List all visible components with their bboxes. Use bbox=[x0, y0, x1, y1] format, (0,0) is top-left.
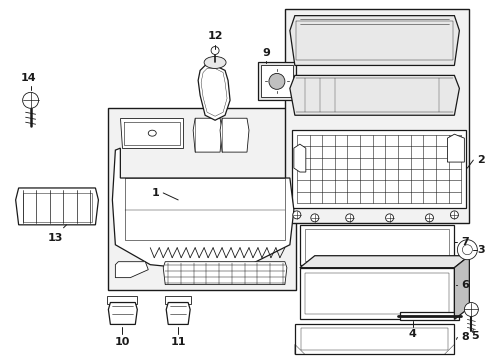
Bar bbox=[261, 66, 292, 97]
Circle shape bbox=[464, 302, 477, 316]
Polygon shape bbox=[289, 75, 458, 115]
Bar bbox=[304, 273, 448, 315]
Bar bbox=[165, 296, 191, 303]
Text: 2: 2 bbox=[476, 155, 484, 165]
Circle shape bbox=[345, 214, 353, 222]
Bar bbox=[258, 62, 295, 100]
Polygon shape bbox=[299, 256, 468, 268]
Text: 8: 8 bbox=[461, 332, 468, 342]
Circle shape bbox=[449, 211, 457, 219]
Circle shape bbox=[385, 214, 393, 222]
Text: 12: 12 bbox=[207, 31, 223, 41]
Text: 13: 13 bbox=[48, 233, 63, 243]
Circle shape bbox=[268, 73, 285, 89]
Circle shape bbox=[425, 214, 432, 222]
Text: 7: 7 bbox=[461, 237, 468, 247]
Text: 10: 10 bbox=[114, 337, 130, 347]
Polygon shape bbox=[453, 256, 468, 319]
Polygon shape bbox=[193, 118, 222, 152]
Polygon shape bbox=[163, 262, 286, 285]
Polygon shape bbox=[447, 134, 464, 162]
Polygon shape bbox=[16, 188, 98, 225]
Bar bbox=[107, 296, 137, 303]
Polygon shape bbox=[112, 148, 293, 270]
Text: 14: 14 bbox=[21, 73, 36, 84]
Polygon shape bbox=[120, 118, 183, 148]
Text: 9: 9 bbox=[262, 49, 269, 58]
Text: 6: 6 bbox=[461, 280, 468, 289]
Text: 5: 5 bbox=[470, 332, 478, 341]
Text: 11: 11 bbox=[170, 337, 185, 347]
Circle shape bbox=[462, 245, 471, 255]
Polygon shape bbox=[166, 302, 190, 324]
Circle shape bbox=[211, 46, 219, 54]
Circle shape bbox=[310, 214, 318, 222]
Bar bbox=[299, 268, 453, 319]
Polygon shape bbox=[220, 118, 248, 152]
Text: 1: 1 bbox=[151, 188, 159, 198]
Bar bbox=[108, 108, 295, 289]
Bar bbox=[291, 130, 466, 208]
Polygon shape bbox=[115, 262, 148, 278]
Bar bbox=[300, 328, 447, 350]
Text: 3: 3 bbox=[477, 245, 484, 255]
Circle shape bbox=[292, 211, 300, 219]
Polygon shape bbox=[108, 302, 137, 324]
Polygon shape bbox=[293, 144, 305, 172]
Circle shape bbox=[22, 92, 39, 108]
Polygon shape bbox=[289, 15, 458, 66]
Bar bbox=[299, 225, 453, 265]
Polygon shape bbox=[198, 66, 229, 120]
Ellipse shape bbox=[203, 57, 225, 68]
Bar bbox=[399, 312, 458, 320]
Ellipse shape bbox=[148, 130, 156, 136]
Text: 4: 4 bbox=[408, 329, 416, 339]
Bar bbox=[294, 324, 453, 354]
Circle shape bbox=[456, 240, 476, 260]
Bar bbox=[285, 9, 468, 223]
Bar bbox=[304, 229, 448, 261]
